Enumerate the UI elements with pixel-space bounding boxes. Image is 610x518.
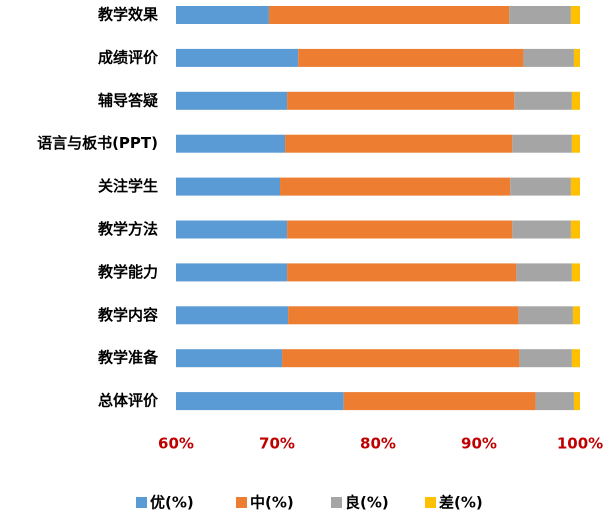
category-label: 教学内容 [97, 306, 158, 324]
bar-segment [571, 263, 580, 282]
x-tick-label: 60% [158, 435, 194, 453]
legend-label: 中(%) [250, 494, 294, 512]
bar-segment [509, 6, 571, 24]
bar-segment [268, 6, 510, 24]
bar-segment [285, 134, 513, 153]
category-label: 教学能力 [97, 263, 158, 281]
bar-segment [573, 392, 580, 411]
bar-segment [176, 349, 283, 368]
legend-swatch [331, 497, 342, 508]
bar-segment [535, 392, 574, 411]
bar-segment [176, 6, 269, 24]
bar-segment [570, 220, 580, 239]
category-label: 语言与板书(PPT) [37, 134, 158, 152]
bar-segment [176, 134, 286, 153]
bar-segment [510, 177, 571, 196]
bar-segment [523, 48, 574, 67]
legend-label: 良(%) [345, 494, 389, 512]
legend-swatch [425, 497, 436, 508]
category-label: 教学准备 [97, 349, 159, 367]
legend-swatch [136, 497, 147, 508]
bar-segment [176, 263, 288, 282]
bar-segment [572, 306, 580, 325]
x-tick-label: 100% [557, 435, 603, 453]
bar-segment [298, 48, 524, 67]
bar-segment [288, 306, 519, 325]
bar-segment [512, 220, 571, 239]
bar-segment [287, 220, 513, 239]
bar-segment [519, 349, 572, 368]
bar-segment [571, 91, 580, 110]
category-label: 总体评价 [98, 392, 159, 410]
category-label: 辅导答疑 [98, 91, 158, 109]
bar-segment [343, 392, 536, 411]
x-tick-label: 90% [461, 435, 497, 453]
bar-segment [287, 91, 515, 110]
category-label: 关注学生 [98, 177, 158, 195]
bar-segment [176, 48, 299, 67]
x-tick-label: 80% [360, 435, 396, 453]
legend-label: 差(%) [439, 494, 483, 512]
legend-swatch [236, 497, 247, 508]
bar-segment [512, 134, 572, 153]
category-label: 教学方法 [97, 220, 158, 238]
bar-segment [571, 349, 580, 368]
category-label: 教学效果 [97, 6, 159, 24]
bar-segment [570, 177, 580, 196]
bar-segment [570, 6, 580, 24]
bar-segment [571, 134, 580, 153]
bar-segment [176, 177, 281, 196]
bar-segment [176, 392, 344, 411]
bar-segment [516, 263, 572, 282]
bar-segment [282, 349, 520, 368]
bar-segment [280, 177, 511, 196]
category-label: 成绩评价 [98, 48, 159, 66]
bar-segment [176, 306, 289, 325]
bar-segment [573, 48, 580, 67]
legend-label: 优(%) [150, 494, 194, 512]
bar-segment [176, 220, 288, 239]
bar-segment [514, 91, 572, 110]
x-tick-label: 70% [259, 435, 295, 453]
bar-segment [287, 263, 517, 282]
bar-segment [518, 306, 573, 325]
bar-segment [176, 91, 288, 110]
